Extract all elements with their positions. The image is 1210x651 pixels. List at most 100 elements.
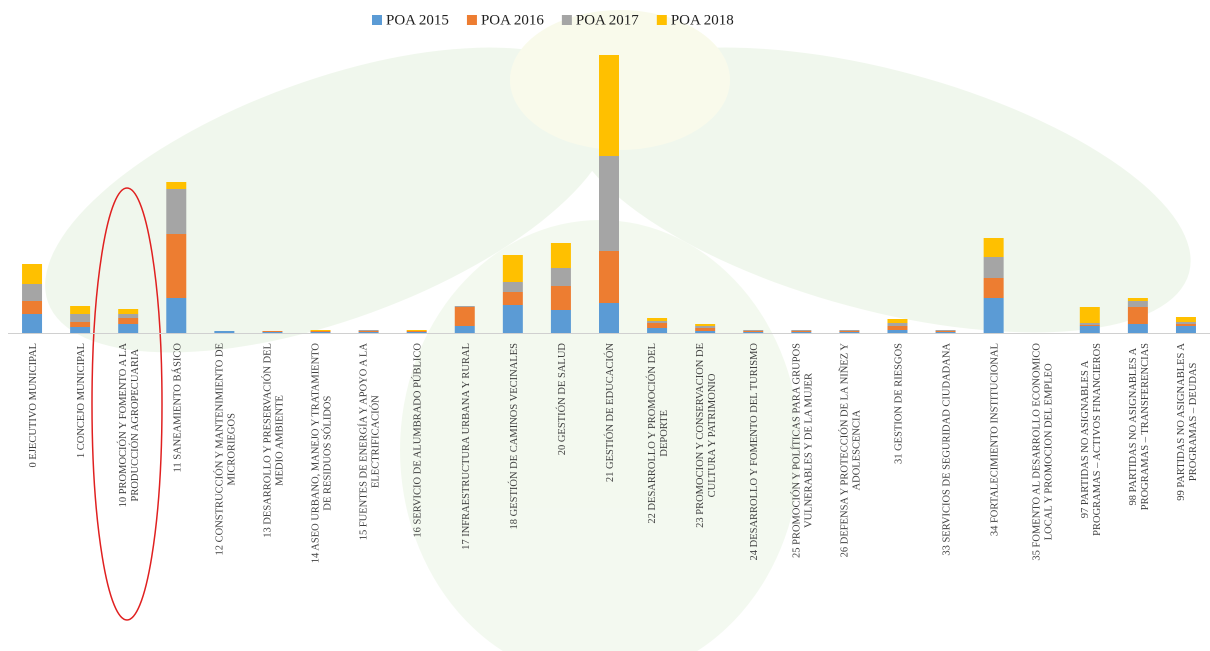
bar-segment	[695, 328, 715, 331]
bar-segment	[262, 331, 282, 332]
x-tick-label: 31 GESTION DE RIESGOS	[893, 343, 904, 464]
x-tick-label: 26 DEFENSA Y PROTECCIÓN DE LA NIÑEZ YADO…	[838, 343, 862, 558]
bar-segment	[791, 332, 811, 333]
bar-segment	[118, 318, 138, 324]
x-tick-label: 11 SANEAMIENTO BÁSICO	[171, 343, 183, 473]
bar-segment	[1080, 325, 1100, 326]
x-tick-label: 0 EJECUTIVO MUNICIPAL	[28, 343, 39, 467]
bar-segment	[455, 307, 475, 326]
bar-segment	[22, 301, 42, 314]
x-tick-label: 17 INFRAESTRUCTURA URBANA Y RURAL	[461, 343, 472, 550]
bar-segment	[551, 268, 571, 286]
bar-segment	[70, 306, 90, 314]
bar-segment	[311, 332, 331, 333]
bar-segment	[118, 324, 138, 333]
bar-segment	[311, 330, 331, 331]
bar-segment	[887, 330, 907, 333]
bar-segment	[166, 189, 186, 234]
bar-segment	[839, 332, 859, 333]
x-tick-label: 99 PARTIDAS NO ASIGNABLES APROGRAMAS – D…	[1176, 343, 1199, 501]
bar-segment	[551, 243, 571, 268]
legend-swatch	[562, 15, 572, 25]
bar-segment	[743, 330, 763, 331]
bar-segment	[551, 310, 571, 333]
bar-segment	[407, 332, 427, 333]
bar-segment	[599, 55, 619, 156]
legend-swatch	[657, 15, 667, 25]
legend-label: POA 2018	[671, 12, 734, 28]
bar-segment	[1176, 326, 1196, 333]
bar-segment	[743, 332, 763, 333]
bar-segment	[984, 257, 1004, 278]
bar-segment	[70, 322, 90, 327]
legend-label: POA 2017	[576, 12, 639, 28]
bar-segment	[311, 331, 331, 332]
bar-segment	[166, 234, 186, 298]
bar-segment	[887, 326, 907, 330]
bar-segment	[599, 303, 619, 333]
bar-segment	[1176, 324, 1196, 326]
bar-segment	[599, 156, 619, 251]
chart: 0 EJECUTIVO MUNICIPAL 1 CONCEJO MUNICIPAL…	[0, 0, 1210, 651]
bar-segment	[839, 330, 859, 331]
bar-segment	[166, 298, 186, 333]
bar-segment	[359, 330, 379, 331]
bar-segment	[262, 332, 282, 333]
bar-segment	[695, 326, 715, 328]
x-tick-label: 12 CONSTRUCCIÓN Y MANTENIMIENTO DEMICROR…	[213, 343, 237, 556]
x-tick-label: 35 FOMENTO AL DESARROLLO ECONOMICOLOCAL …	[1032, 343, 1055, 561]
legend-label: POA 2016	[481, 12, 544, 28]
bar-segment	[936, 330, 956, 331]
bar-segment	[22, 314, 42, 333]
bar-segment	[455, 326, 475, 333]
bar-segment	[1080, 307, 1100, 323]
bar-segment	[647, 323, 667, 328]
bar-segment	[407, 331, 427, 332]
bar-segment	[1080, 326, 1100, 333]
bar-segment	[70, 327, 90, 333]
bar-segment	[22, 284, 42, 301]
bar-segment	[70, 314, 90, 322]
bar-segment	[647, 318, 667, 321]
x-tick-label: 18 GESTIÓN DE CAMINOS VECINALES	[508, 343, 520, 530]
x-tick-label: 97 PARTIDAS NO ASIGNABLES APROGRAMAS – A…	[1080, 343, 1103, 536]
legend-label: POA 2015	[386, 12, 449, 28]
bar-segment	[455, 306, 475, 307]
bar-segment	[407, 330, 427, 331]
bar-segment	[22, 264, 42, 284]
bar-segment	[1176, 322, 1196, 324]
bar-segment	[936, 332, 956, 333]
bar-segment	[647, 321, 667, 323]
x-tick-label: 34 FORTALECIMIENTO INSTITUCIONAL	[990, 343, 1001, 536]
bar-segment	[118, 314, 138, 318]
bar-segment	[1176, 317, 1196, 322]
bar-segment	[1128, 301, 1148, 307]
bar-segment	[984, 298, 1004, 333]
x-tick-label: 25 PROMOCIÓN Y POLÍTICAS PARA GRUPOSVULN…	[790, 343, 814, 558]
bar-segment	[936, 331, 956, 332]
bar-segment	[839, 331, 859, 332]
x-tick-label: 33 SERVICIOS DE SEGURIDAD CIUDADANA	[942, 343, 953, 556]
bar-segment	[503, 282, 523, 292]
bar-segment	[1128, 307, 1148, 324]
bar-segment	[743, 331, 763, 332]
bar-segment	[984, 238, 1004, 257]
bar-segment	[695, 324, 715, 326]
x-tick-label: 15 FUENTES DE ENERGÍA Y APOYO A LAELECTR…	[358, 343, 382, 541]
x-tick-label: 16 SERVICIO DE ALUMBRADO PÚBLICO	[412, 343, 424, 538]
x-tick-label: 21 GESTIÓN DE EDUCACIÓN	[604, 343, 616, 483]
bar-segment	[503, 305, 523, 333]
legend-swatch	[372, 15, 382, 25]
bar-segment	[695, 331, 715, 333]
bar-segment	[791, 331, 811, 332]
bar-segment	[1128, 324, 1148, 333]
bar-segment	[359, 331, 379, 332]
bar-segment	[551, 286, 571, 310]
bar-segment	[647, 328, 667, 333]
x-tick-label: 24 DESARROLLO Y FOMENTO DEL TURISMO	[749, 343, 760, 561]
bar-segment	[214, 331, 234, 333]
bar-segment	[359, 332, 379, 333]
x-tick-label: 10 PROMOCIÓN Y FOMENTO A LAPRODUCCIÓN AG…	[117, 343, 141, 508]
bar-segment	[984, 278, 1004, 298]
x-tick-label: 1 CONCEJO MUNICIPAL	[76, 343, 87, 458]
